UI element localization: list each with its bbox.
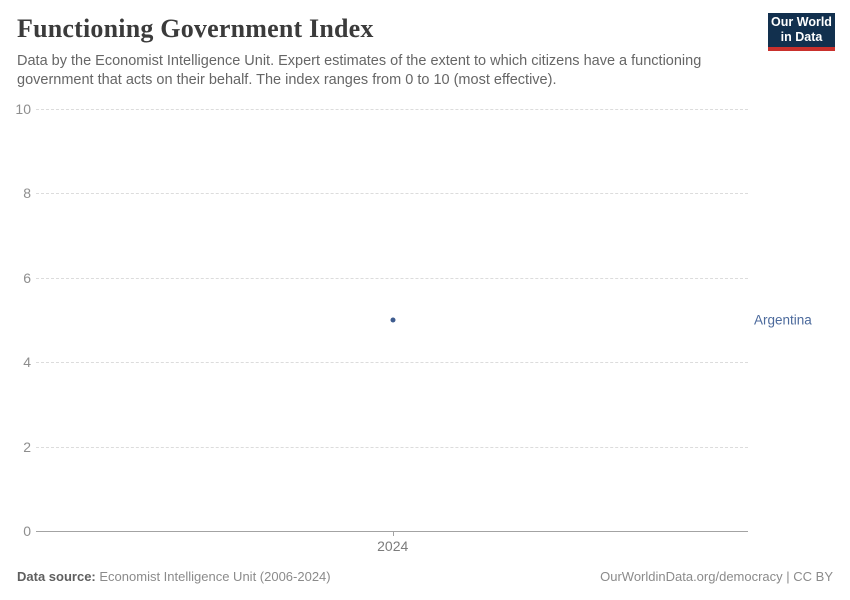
data-source-label: Data source:	[17, 569, 96, 584]
gridline-y-2	[36, 446, 748, 448]
credit-note: OurWorldinData.org/democracy | CC BY	[600, 569, 833, 584]
y-tick-label-8: 8	[23, 185, 31, 202]
gridline-y-10	[36, 109, 748, 110]
y-tick-label-6: 6	[23, 269, 31, 286]
entity-label-argentina[interactable]: Argentina	[754, 312, 812, 328]
plot-area: 0 2 4 6 8 10 2024 Argentina	[15, 101, 811, 554]
data-source-value: Economist Intelligence Unit (2006-2024)	[99, 569, 331, 584]
owid-logo-red-bar	[768, 47, 835, 51]
x-tick-mark-2024	[392, 531, 394, 536]
chart-footer: Data source: Economist Intelligence Unit…	[17, 569, 833, 584]
data-point-argentina-2024[interactable]	[390, 317, 396, 323]
gridline-y-6	[36, 277, 748, 279]
x-tick-label-2024: 2024	[377, 538, 409, 554]
owid-logo-line2: in Data	[780, 30, 823, 44]
owid-logo-line1: Our World	[771, 15, 832, 30]
chart-subtitle: Data by the Economist Intelligence Unit.…	[17, 53, 702, 89]
gridline-y-8	[36, 193, 748, 195]
y-tick-label-0: 0	[23, 523, 31, 539]
y-tick-label-4: 4	[23, 354, 31, 371]
y-tick-label-2: 2	[23, 438, 31, 455]
y-tick-label-10: 10	[15, 101, 31, 117]
data-source-note: Data source: Economist Intelligence Unit…	[17, 569, 331, 584]
page-title: Functioning Government Index	[17, 14, 374, 43]
gridline-y-4	[36, 362, 748, 364]
owid-logo: Our World in Data	[768, 13, 835, 51]
x-axis-line	[36, 531, 748, 532]
